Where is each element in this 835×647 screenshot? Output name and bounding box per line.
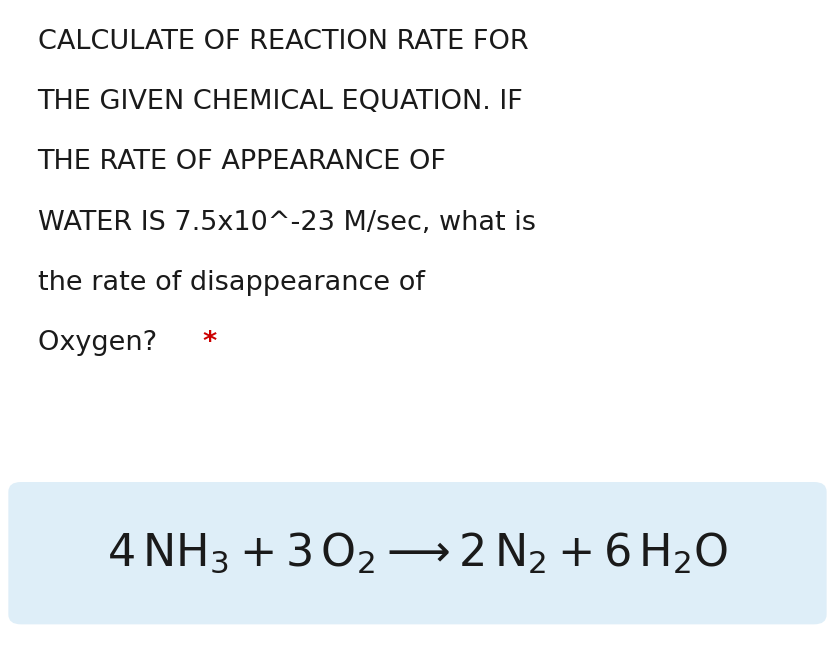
Text: WATER IS 7.5x10^-23 M/sec, what is: WATER IS 7.5x10^-23 M/sec, what is <box>38 210 535 236</box>
Text: THE RATE OF APPEARANCE OF: THE RATE OF APPEARANCE OF <box>38 149 447 175</box>
Text: $\mathregular{4\,NH_3 + 3\,O_2 \longrightarrow 2\,N_2 + 6\,H_2O}$: $\mathregular{4\,NH_3 + 3\,O_2 \longrigh… <box>107 531 728 575</box>
FancyBboxPatch shape <box>8 482 827 624</box>
Text: CALCULATE OF REACTION RATE FOR: CALCULATE OF REACTION RATE FOR <box>38 29 529 55</box>
Text: THE GIVEN CHEMICAL EQUATION. IF: THE GIVEN CHEMICAL EQUATION. IF <box>38 89 524 115</box>
Text: the rate of disappearance of: the rate of disappearance of <box>38 270 424 296</box>
Text: *: * <box>202 330 216 356</box>
Text: Oxygen?: Oxygen? <box>38 330 165 356</box>
